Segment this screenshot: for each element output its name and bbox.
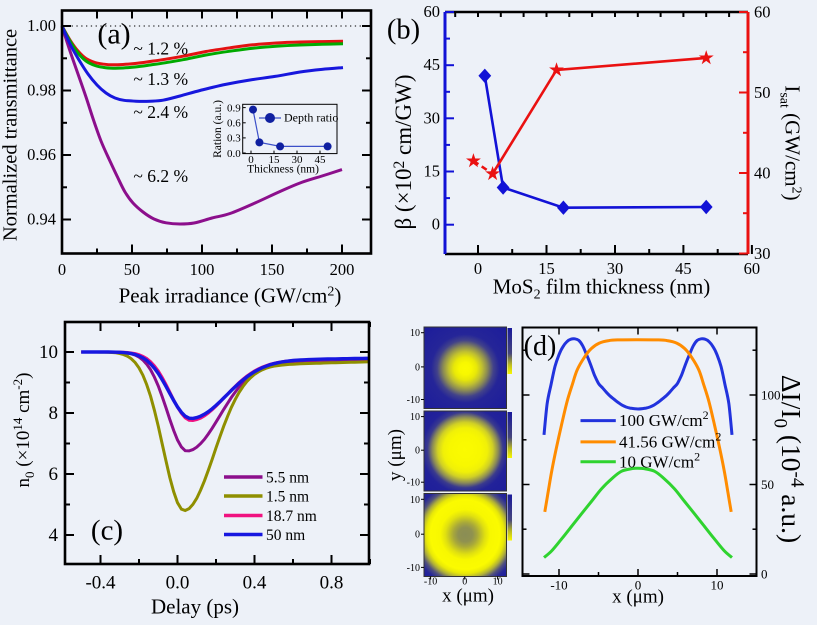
- svg-text:8: 8: [49, 403, 59, 424]
- svg-text:0: 0: [761, 567, 768, 582]
- svg-text:-10: -10: [424, 577, 437, 588]
- svg-text:5.5 nm: 5.5 nm: [266, 469, 309, 486]
- svg-text:60: 60: [754, 3, 771, 22]
- svg-text:45: 45: [424, 55, 441, 74]
- svg-text:Peak irradiance (GW/cm2): Peak irradiance (GW/cm2): [119, 284, 342, 308]
- svg-text:100: 100: [761, 388, 781, 403]
- svg-text:0: 0: [432, 215, 440, 234]
- svg-text:0: 0: [462, 577, 467, 588]
- svg-text:10: 10: [410, 412, 420, 423]
- svg-text:0: 0: [415, 530, 420, 541]
- svg-text:100: 100: [190, 260, 215, 279]
- svg-text:-0.4: -0.4: [85, 573, 116, 594]
- svg-text:x (μm): x (μm): [442, 586, 494, 607]
- svg-text:-10: -10: [407, 478, 420, 489]
- svg-text:0.9: 0.9: [227, 102, 241, 114]
- svg-text:0.6: 0.6: [227, 118, 241, 130]
- svg-text:0: 0: [58, 260, 66, 279]
- svg-text:(c): (c): [91, 515, 123, 547]
- svg-text:0: 0: [635, 578, 642, 593]
- svg-text:50: 50: [124, 260, 141, 279]
- svg-text:-10: -10: [407, 563, 420, 574]
- svg-text:15: 15: [268, 154, 280, 166]
- svg-text:0.96: 0.96: [27, 145, 56, 164]
- svg-text:200: 200: [330, 260, 355, 279]
- svg-text:50 nm: 50 nm: [266, 527, 305, 544]
- svg-text:60: 60: [424, 2, 441, 21]
- svg-text:Depth ratio: Depth ratio: [284, 111, 338, 125]
- svg-text:45: 45: [675, 259, 692, 278]
- svg-text:0.0: 0.0: [227, 148, 241, 160]
- svg-text:Thickness (nm): Thickness (nm): [247, 164, 319, 176]
- svg-text:x (μm): x (μm): [612, 587, 664, 608]
- svg-text:0.4: 0.4: [243, 573, 267, 594]
- svg-text:~ 6.2 %: ~ 6.2 %: [133, 166, 188, 186]
- svg-text:-10: -10: [550, 578, 567, 593]
- svg-text:15: 15: [424, 162, 441, 181]
- svg-text:30: 30: [424, 108, 441, 127]
- svg-text:18.7 nm: 18.7 nm: [266, 508, 317, 525]
- svg-text:~ 1.2 %: ~ 1.2 %: [133, 39, 188, 59]
- svg-text:100 GW/cm2: 100 GW/cm2: [619, 408, 709, 430]
- svg-text:1.00: 1.00: [27, 16, 56, 35]
- svg-text:0.0: 0.0: [166, 573, 190, 594]
- svg-text:10: 10: [493, 577, 503, 588]
- svg-text:4: 4: [49, 525, 59, 546]
- svg-text:0.98: 0.98: [27, 81, 56, 100]
- svg-text:y (μm): y (μm): [385, 429, 406, 481]
- svg-text:10: 10: [410, 328, 420, 339]
- svg-text:Delay (ps): Delay (ps): [151, 595, 239, 619]
- svg-text:-10: -10: [407, 395, 420, 406]
- svg-text:(b): (b): [387, 15, 420, 46]
- svg-text:(a): (a): [97, 18, 130, 51]
- svg-text:15: 15: [538, 259, 555, 278]
- svg-text:0: 0: [248, 154, 254, 166]
- svg-text:10: 10: [39, 342, 58, 363]
- svg-text:10: 10: [711, 578, 724, 593]
- svg-text:41.56 GW/cm2: 41.56 GW/cm2: [619, 430, 721, 452]
- svg-text:30: 30: [607, 259, 624, 278]
- svg-text:0: 0: [474, 259, 482, 278]
- svg-text:6: 6: [49, 464, 59, 485]
- svg-text:50: 50: [761, 477, 774, 492]
- svg-text:30: 30: [754, 244, 771, 263]
- svg-text:~ 2.4 %: ~ 2.4 %: [133, 102, 188, 122]
- svg-text:60: 60: [744, 259, 761, 278]
- svg-text:0: 0: [415, 362, 420, 373]
- svg-text:0.3: 0.3: [227, 133, 241, 145]
- svg-text:Normalized transmittance: Normalized transmittance: [0, 29, 22, 241]
- svg-text:50: 50: [754, 83, 771, 102]
- svg-text:0.8: 0.8: [320, 573, 344, 594]
- svg-text:(d): (d): [524, 331, 557, 362]
- svg-text:150: 150: [260, 260, 285, 279]
- svg-text:0: 0: [415, 446, 420, 457]
- svg-text:40: 40: [754, 164, 771, 183]
- svg-text:β (×102 cm/GW): β (×102 cm/GW): [391, 74, 416, 229]
- svg-text:0.94: 0.94: [27, 210, 56, 229]
- svg-text:30: 30: [291, 154, 303, 166]
- svg-text:Ration (a.u.): Ration (a.u.): [212, 100, 224, 158]
- svg-text:~ 1.3 %: ~ 1.3 %: [133, 69, 188, 89]
- svg-text:MoS2 film thickness (nm): MoS2 film thickness (nm): [493, 275, 711, 303]
- svg-text:10 GW/cm2: 10 GW/cm2: [619, 449, 700, 471]
- svg-text:45: 45: [314, 154, 326, 166]
- svg-text:1.5 nm: 1.5 nm: [266, 488, 309, 505]
- svg-text:10: 10: [410, 495, 420, 506]
